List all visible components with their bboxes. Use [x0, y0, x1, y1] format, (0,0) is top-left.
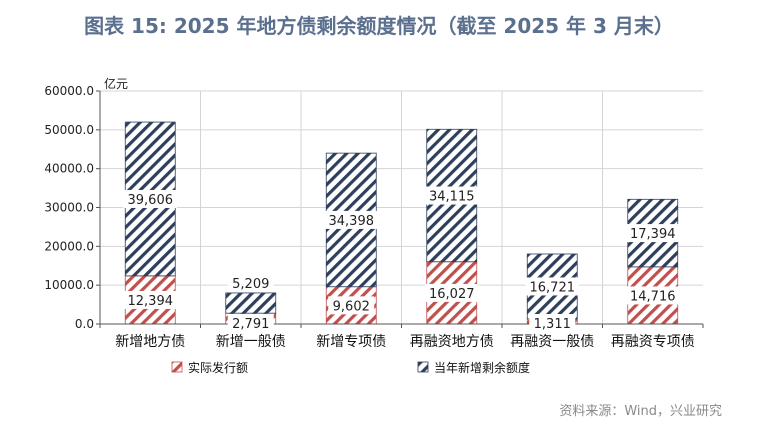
data-label: 34,115 — [429, 190, 475, 205]
bar-segment — [225, 292, 277, 314]
data-label-box — [123, 290, 178, 309]
legend-swatch — [417, 361, 429, 373]
category-label: 再融资一般债 — [510, 334, 594, 350]
category-label: 新增专项债 — [316, 334, 386, 350]
data-label-box — [424, 186, 479, 205]
y-axis-unit: 亿元 — [104, 76, 128, 91]
data-label: 9,602 — [333, 299, 370, 314]
category-label: 再融资专项债 — [611, 334, 695, 350]
y-tick-label: 20000.0 — [44, 239, 94, 253]
y-tick-label: 60000.0 — [44, 84, 94, 98]
data-label-box — [227, 273, 274, 292]
data-label: 5,209 — [232, 277, 269, 292]
y-tick-label: 40000.0 — [44, 162, 94, 176]
y-axis-ticks: 0.0 10000.0 20000.0 30000.0 40000.0 50000.0 60… — [44, 84, 100, 331]
data-label-box — [529, 314, 576, 332]
page-title: 图表 15: 2025 年地方债剩余额度情况（截至 2025 年 3 月末） — [84, 14, 674, 38]
data-label: 16,721 — [530, 280, 576, 295]
data-label-box — [328, 296, 375, 315]
data-label: 12,394 — [128, 294, 174, 309]
data-label-box — [424, 283, 479, 302]
data-labels: 12,394 39,606 2,791 5,209 9,602 34,398 16,027 3… — [123, 186, 680, 332]
data-label: 14,716 — [630, 289, 676, 304]
data-label: 39,606 — [128, 193, 174, 208]
axes — [99, 91, 704, 328]
category-label: 新增一般债 — [216, 334, 286, 350]
y-tick-label: 0.0 — [75, 317, 94, 331]
category-labels: 新增地方债 新增一般债 新增专项债 再融资地方债 再融资一般债 再融资专项债 — [115, 334, 695, 350]
legend-swatch — [171, 361, 183, 373]
data-label-box — [324, 210, 379, 229]
data-label: 2,791 — [232, 317, 269, 332]
category-label: 再融资地方债 — [410, 334, 494, 350]
data-label: 1,311 — [534, 317, 571, 332]
legend-label: 当年新增剩余额度 — [434, 360, 530, 375]
y-tick-label: 30000.0 — [44, 201, 94, 215]
y-tick-label: 50000.0 — [44, 123, 94, 137]
source-note: 资料来源：Wind，兴业研究 — [559, 404, 722, 419]
y-tick-label: 10000.0 — [44, 278, 94, 292]
data-label: 17,394 — [630, 227, 676, 242]
data-label: 16,027 — [429, 287, 475, 302]
legend: 实际发行额 当年新增剩余额度 — [171, 360, 530, 375]
gridlines — [100, 90, 703, 324]
data-label-box — [227, 314, 274, 332]
legend-label: 实际发行额 — [188, 360, 248, 375]
data-label-box — [625, 224, 680, 243]
data-label-box — [123, 189, 178, 208]
category-label: 新增地方债 — [115, 334, 185, 350]
data-label: 34,398 — [329, 214, 375, 229]
data-label-box — [525, 277, 580, 296]
data-label-box — [625, 286, 680, 305]
